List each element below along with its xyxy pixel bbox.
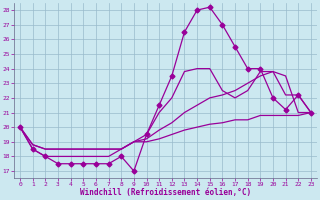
X-axis label: Windchill (Refroidissement éolien,°C): Windchill (Refroidissement éolien,°C) [80, 188, 251, 197]
